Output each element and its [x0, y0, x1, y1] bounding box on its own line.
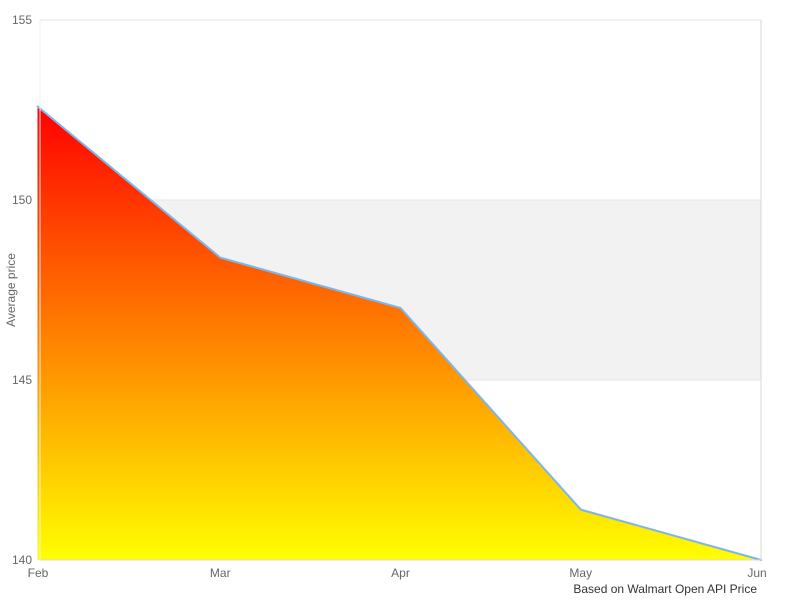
series	[36, 105, 762, 561]
area-fill	[37, 106, 761, 561]
axes	[39, 20, 762, 561]
series-line	[36, 105, 762, 561]
